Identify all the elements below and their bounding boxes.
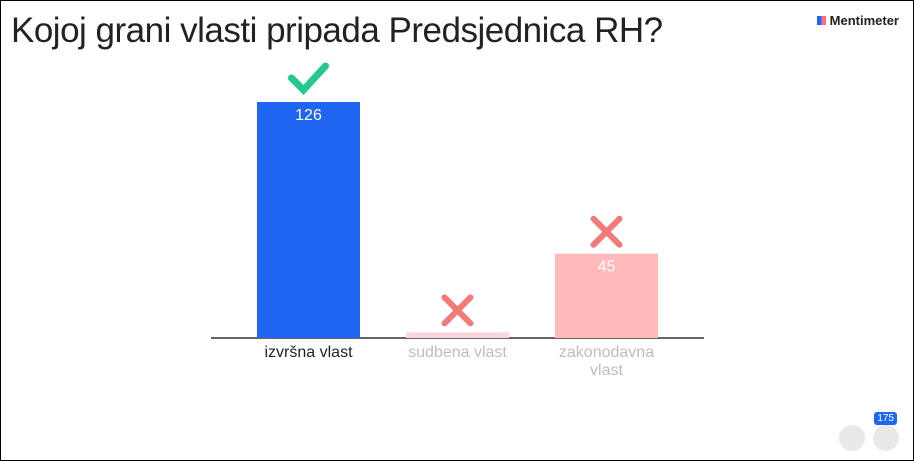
value-label: 45 xyxy=(598,259,616,276)
category-label: sudbena vlast xyxy=(408,344,507,361)
bar xyxy=(406,332,509,338)
wrong-icon xyxy=(590,215,623,248)
bar xyxy=(555,253,658,338)
participants-button[interactable] xyxy=(873,425,899,451)
brand-name: Mentimeter xyxy=(829,13,899,28)
brand-icon xyxy=(816,16,826,25)
value-label: 126 xyxy=(295,107,322,124)
brand: Mentimeter xyxy=(816,13,899,28)
slide-title: Kojoj grani vlasti pripada Predsjednica … xyxy=(11,11,663,50)
reactions-button[interactable] xyxy=(839,425,865,451)
category-label: izvršna vlast xyxy=(264,344,353,361)
wrong-icon xyxy=(441,294,474,327)
bar xyxy=(257,102,360,338)
correct-icon xyxy=(288,62,329,96)
category-label: zakonodavna vlast xyxy=(558,344,655,379)
participant-count: 175 xyxy=(874,412,897,425)
